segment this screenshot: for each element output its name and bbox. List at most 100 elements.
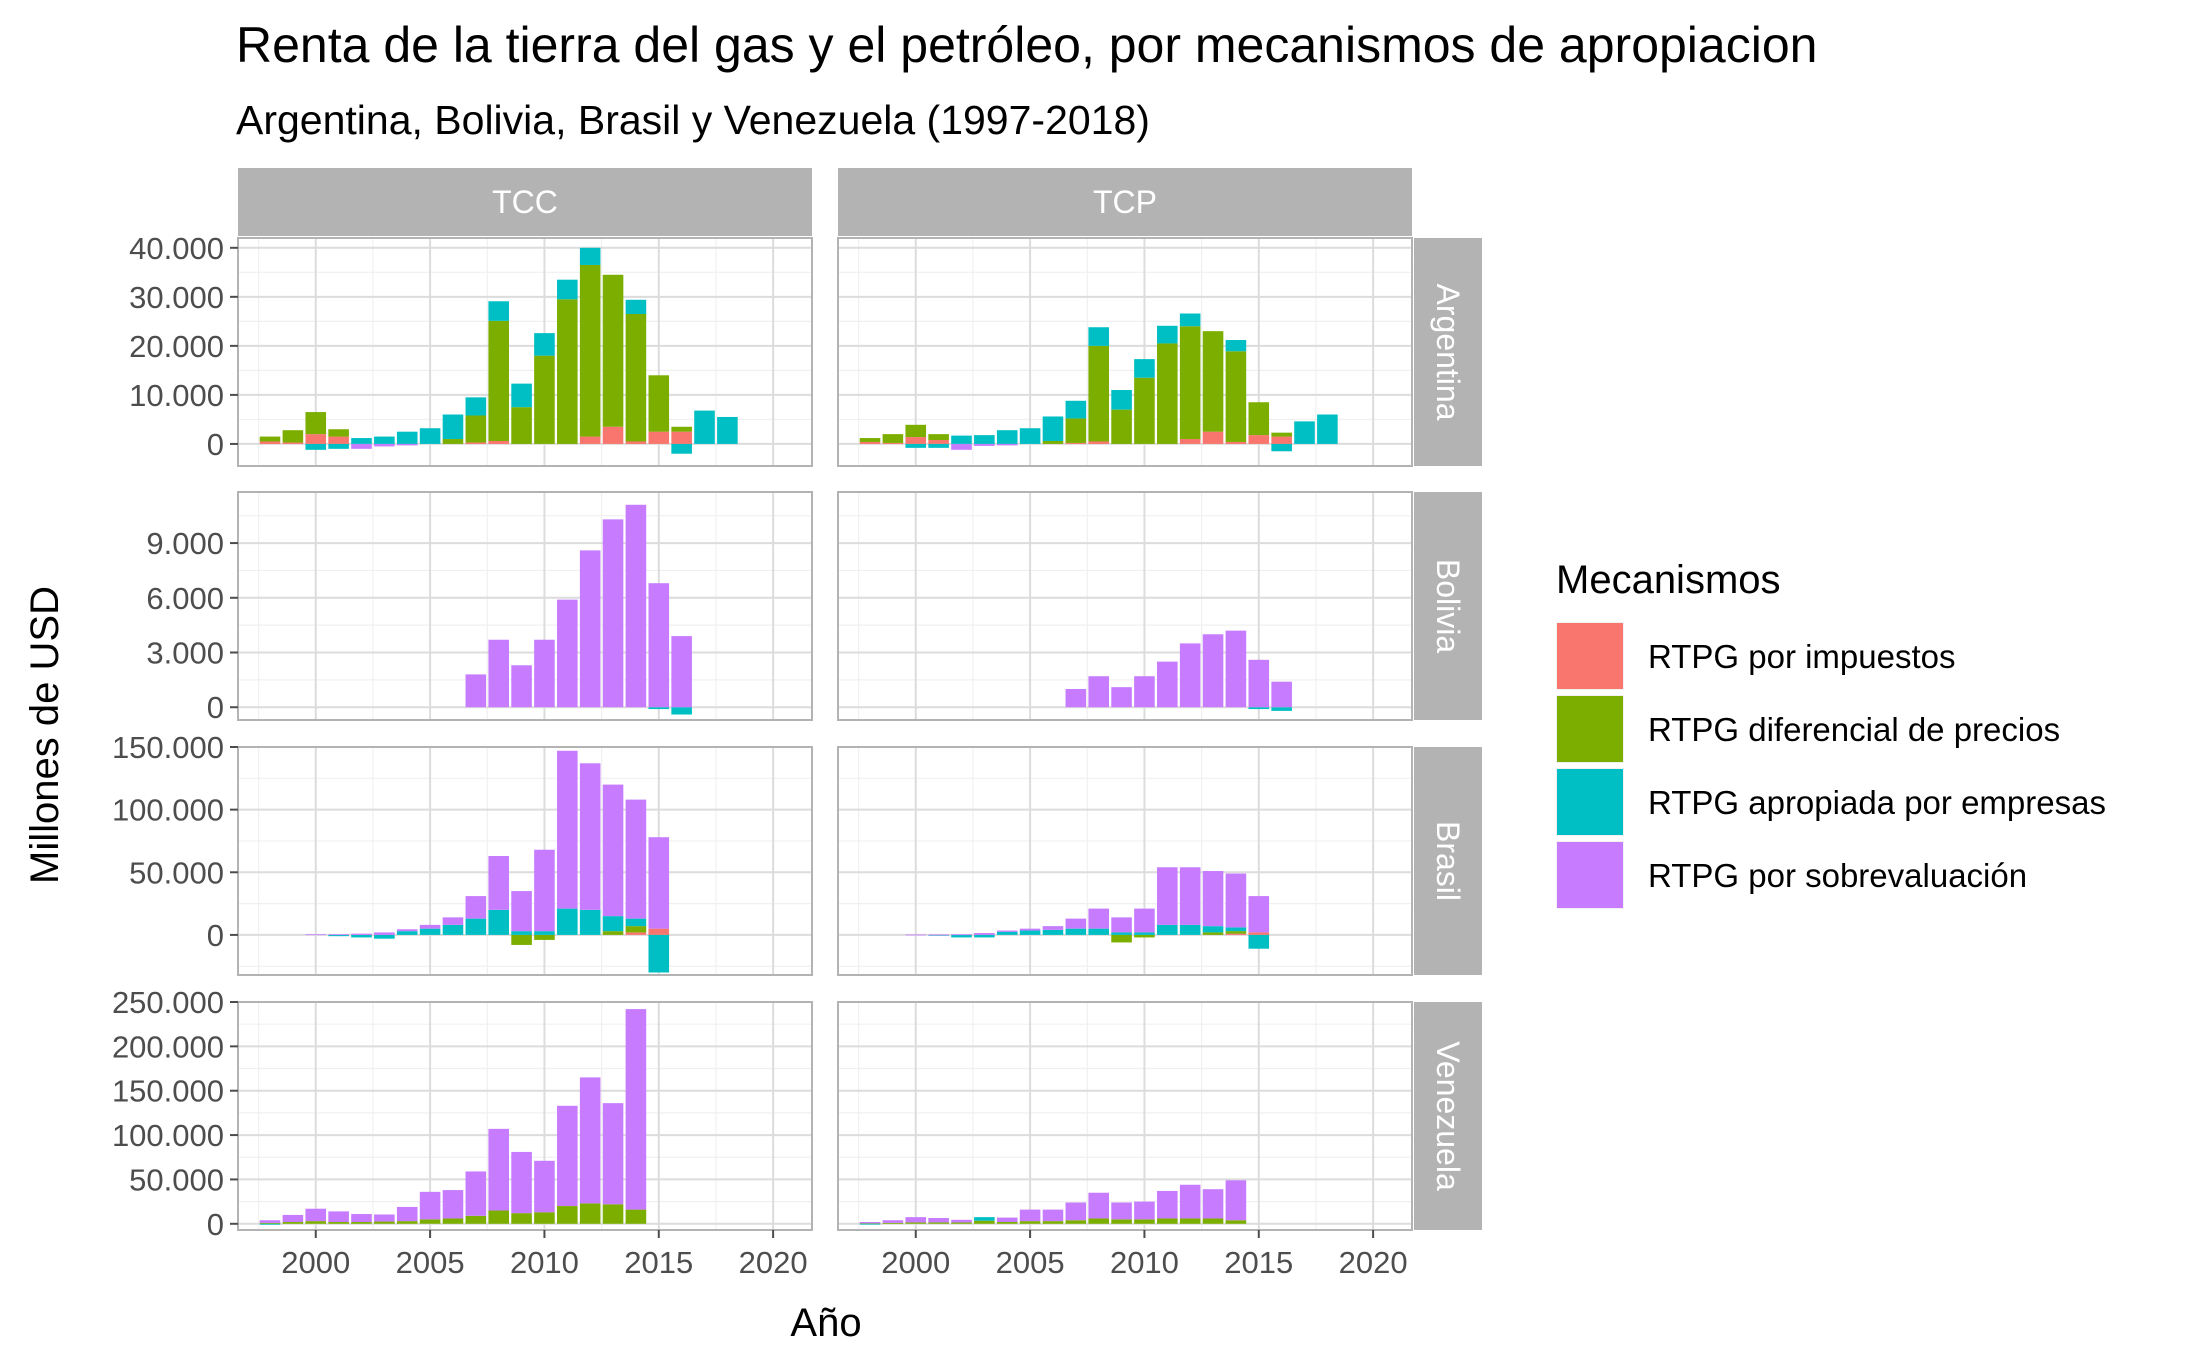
bar-segment — [648, 375, 670, 432]
bar-segment — [282, 430, 304, 443]
bar-segment — [928, 443, 949, 448]
bar-segment — [625, 799, 647, 919]
bar-segment — [465, 674, 487, 708]
bar-segment — [328, 1222, 349, 1224]
bar-segment — [511, 383, 532, 408]
bar-segment — [648, 837, 670, 929]
bar-segment — [328, 934, 349, 936]
bar-segment — [534, 355, 555, 444]
bar-segment — [259, 1222, 281, 1224]
bar-segment — [1088, 908, 1109, 929]
bar-segment — [671, 636, 692, 708]
bar-segment — [351, 1214, 372, 1223]
bar-segment — [1042, 1209, 1064, 1222]
y-tick-label: 10.000 — [129, 378, 224, 413]
bar-segment — [1157, 343, 1178, 444]
bar-segment — [351, 934, 372, 938]
bar-segment — [1157, 325, 1178, 344]
bar-segment — [396, 1221, 418, 1224]
bar-segment — [511, 1151, 532, 1214]
bar-segment — [1134, 908, 1155, 933]
bar-segment — [602, 1103, 624, 1205]
y-tick-label: 0 — [207, 1207, 224, 1242]
facet-strip-bolivia — [1414, 492, 1482, 720]
bar-segment — [974, 1220, 995, 1224]
y-tick-label: 100.000 — [112, 1118, 224, 1153]
bar-segment — [671, 443, 692, 454]
bar-segment — [1202, 431, 1224, 444]
bar-segment — [282, 1214, 304, 1223]
bar-segment — [1111, 687, 1132, 708]
facet-strip-venezuela — [1414, 1002, 1482, 1230]
facet-strip-label: TCP — [1093, 184, 1157, 220]
bar-segment — [996, 1217, 1018, 1223]
bar-segment — [996, 1222, 1018, 1224]
bar-segment — [1248, 896, 1270, 933]
legend-swatch — [1557, 623, 1623, 689]
bar-segment — [1134, 377, 1155, 444]
bar-segment — [282, 1222, 304, 1224]
bar-segment — [1225, 351, 1247, 442]
x-tick-label: 2005 — [396, 1245, 465, 1280]
bar-segment — [1088, 327, 1109, 346]
bar-segment — [488, 320, 509, 441]
bar-segment — [1088, 1192, 1109, 1219]
bar-segment — [1157, 924, 1178, 935]
bar-segment — [396, 1206, 418, 1222]
bar-segment — [579, 247, 601, 265]
bar-segment — [488, 440, 509, 444]
bar-segment — [1111, 390, 1132, 410]
bar-segment — [465, 918, 487, 935]
bar-segment — [396, 443, 418, 446]
legend-items: RTPG por impuestos RTPG diferencial de pr… — [1556, 622, 2106, 909]
bar-segment — [625, 299, 647, 314]
bar-segment — [328, 436, 349, 444]
bar-segment — [1225, 873, 1247, 928]
panel-border — [837, 1001, 1413, 1231]
legend-label: RTPG diferencial de precios — [1648, 711, 2060, 748]
panel-brasil-tcp — [837, 746, 1413, 976]
bar-segment — [419, 1191, 441, 1220]
panel-venezuela-tcc: 0 50.000 100.000 150.000 200.000 250.000 2000 2… — [112, 985, 813, 1280]
bar-segment — [1179, 924, 1201, 935]
bar-segment — [625, 926, 647, 933]
bar-segment — [351, 438, 372, 444]
bar-segment — [951, 1222, 972, 1224]
bar-segment — [951, 443, 972, 450]
y-tick-label: 50.000 — [129, 1162, 224, 1197]
bar-segment — [1202, 634, 1224, 708]
y-tick-label: 50.000 — [129, 855, 224, 890]
bar-segment — [534, 333, 555, 356]
bar-segment — [488, 301, 509, 321]
bar-segment — [557, 1206, 578, 1224]
bar-segment — [1134, 932, 1155, 935]
bar-segment — [1088, 345, 1109, 442]
bar-segment — [1202, 926, 1224, 933]
facet-strip-label: TCC — [492, 184, 558, 220]
bar-segment — [579, 436, 601, 444]
bar-segment — [1042, 1221, 1064, 1224]
y-tick-label: 40.000 — [129, 231, 224, 266]
bar-segment — [1088, 1218, 1109, 1224]
bar-segment — [259, 1223, 281, 1225]
bar-segment — [328, 934, 349, 937]
bar-segment — [534, 1212, 555, 1224]
bar-segment — [1179, 313, 1201, 327]
bar-segment — [1111, 409, 1132, 444]
bar-segment — [928, 1222, 949, 1224]
bar-segment — [1134, 934, 1155, 938]
bar-segment — [488, 639, 509, 708]
bar-segment — [1065, 400, 1087, 419]
bar-segment — [1111, 1219, 1132, 1224]
bar-segment — [1225, 1180, 1247, 1221]
x-tick-label: 2000 — [881, 1245, 950, 1280]
bar-segment — [305, 434, 327, 444]
bar-segment — [351, 443, 372, 449]
y-tick-label: 6.000 — [146, 581, 224, 616]
bar-segment — [1271, 707, 1292, 711]
bar-segment — [465, 397, 487, 416]
y-tick-label: 30.000 — [129, 280, 224, 315]
bar-segment — [1202, 871, 1224, 927]
bar-segment — [328, 429, 349, 437]
panel-bolivia-tcp — [837, 491, 1413, 721]
